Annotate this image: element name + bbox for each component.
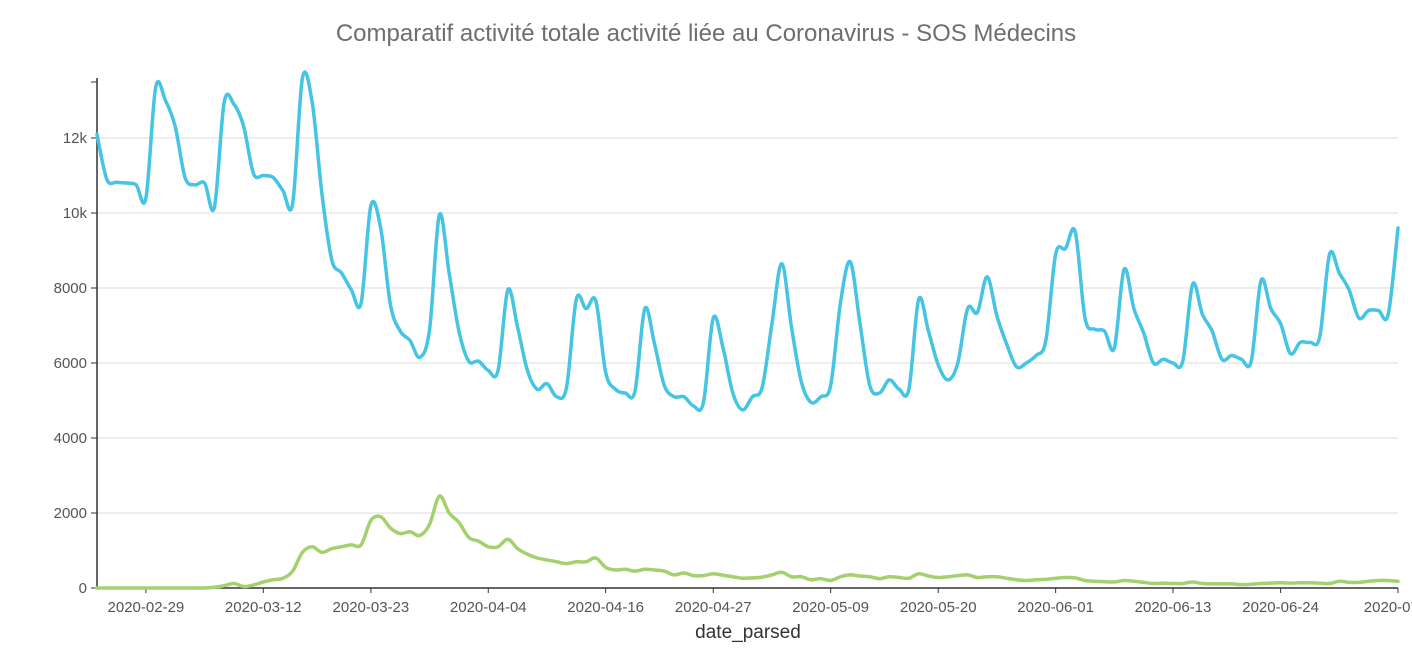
- x-axis-title: date_parsed: [695, 622, 801, 643]
- gridlines: [97, 137, 1398, 514]
- x-tick-label: 2020-07-0: [1364, 599, 1412, 616]
- series-line-1: [95, 494, 1400, 590]
- x-tick-label: 2020-04-27: [675, 599, 752, 616]
- chart-title: Comparatif activité totale activité liée…: [335, 20, 1077, 47]
- y-tick-label: 10k: [63, 205, 88, 222]
- series-line-0: [95, 70, 1400, 413]
- x-tick-label: 2020-04-16: [567, 599, 644, 616]
- x-tick-label: 2020-06-24: [1242, 599, 1319, 616]
- x-tick-label: 2020-05-20: [900, 599, 977, 616]
- x-tick-label: 2020-06-13: [1135, 599, 1212, 616]
- x-tick-label: 2020-03-12: [225, 599, 302, 616]
- x-tick-label: 2020-05-09: [792, 599, 869, 616]
- x-tick-label: 2020-02-29: [108, 599, 185, 616]
- y-tick-label: 6000: [54, 355, 87, 372]
- x-tick-label: 2020-04-04: [450, 599, 527, 616]
- y-tick-label: 2000: [54, 505, 87, 522]
- x-tick-label: 2020-03-23: [333, 599, 410, 616]
- tick-labels: 0 2000 4000 6000 8000 10k 12k 2020-02-29 2020-03…: [54, 130, 1412, 616]
- y-tick-label: 8000: [54, 280, 87, 297]
- x-tick-label: 2020-06-01: [1017, 599, 1094, 616]
- y-tick-label: 0: [79, 580, 87, 597]
- y-tick-label: 4000: [54, 430, 87, 447]
- y-tick-label: 12k: [63, 130, 88, 147]
- axes: [91, 78, 1399, 593]
- series-lines: [95, 70, 1400, 590]
